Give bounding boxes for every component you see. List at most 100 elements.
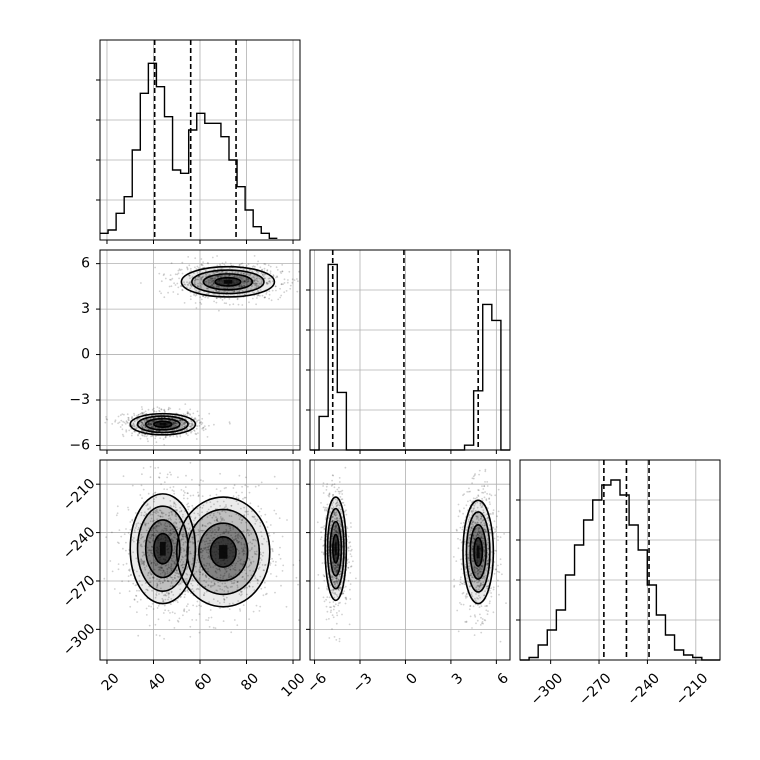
scatter-point xyxy=(202,539,204,542)
scatter-point xyxy=(145,529,148,532)
scatter-point xyxy=(164,525,167,528)
scatter-point xyxy=(145,427,148,430)
scatter-point xyxy=(167,566,170,569)
scatter-point xyxy=(279,296,282,299)
scatter-point xyxy=(121,413,124,415)
scatter-point xyxy=(171,532,174,534)
scatter-point xyxy=(148,422,151,424)
scatter-point xyxy=(119,426,122,428)
scatter-point xyxy=(254,552,256,555)
scatter-point xyxy=(265,282,268,284)
scatter-point xyxy=(251,290,254,293)
scatter-point xyxy=(169,504,172,507)
scatter-point xyxy=(169,529,172,532)
scatter-point xyxy=(187,434,189,437)
scatter-point xyxy=(238,264,241,267)
scatter-point xyxy=(158,593,160,595)
scatter-point xyxy=(238,474,241,477)
scatter-point xyxy=(159,582,162,585)
scatter-point xyxy=(261,280,263,283)
scatter-point xyxy=(186,281,188,284)
scatter-point xyxy=(225,524,228,527)
scatter-point xyxy=(140,543,143,546)
scatter-point xyxy=(198,484,201,487)
scatter-point xyxy=(158,290,161,293)
scatter-point xyxy=(187,532,190,534)
scatter-point xyxy=(347,579,350,582)
scatter-point xyxy=(194,283,197,286)
scatter-point xyxy=(127,532,130,534)
scatter-point xyxy=(157,466,160,469)
scatter-point xyxy=(185,567,188,570)
scatter-point xyxy=(179,419,181,422)
scatter-point xyxy=(237,600,240,602)
scatter-point xyxy=(217,275,220,278)
scatter-point xyxy=(171,611,174,614)
scatter-point xyxy=(185,433,188,435)
scatter-point xyxy=(178,521,181,524)
scatter-point xyxy=(161,515,164,518)
scatter-point xyxy=(492,526,495,529)
scatter-point xyxy=(160,483,163,485)
histogram-step-line xyxy=(520,479,721,661)
scatter-point xyxy=(239,272,242,275)
scatter-point xyxy=(154,511,156,514)
scatter-point xyxy=(146,423,149,426)
scatter-point xyxy=(170,569,173,572)
scatter-point xyxy=(317,574,320,576)
scatter-point xyxy=(259,295,261,297)
scatter-point xyxy=(216,271,218,274)
scatter-point xyxy=(184,414,187,416)
scatter-point xyxy=(269,562,272,565)
scatter-point xyxy=(338,486,340,489)
scatter-point xyxy=(257,505,260,508)
scatter-point xyxy=(169,571,172,574)
scatter-point xyxy=(241,280,244,282)
scatter-point xyxy=(350,565,353,568)
scatter-point xyxy=(256,278,258,280)
scatter-point xyxy=(242,498,244,500)
scatter-point xyxy=(243,496,246,499)
scatter-point xyxy=(182,614,184,617)
scatter-point xyxy=(288,270,291,273)
scatter-point xyxy=(328,618,330,620)
scatter-point xyxy=(199,548,202,551)
scatter-point xyxy=(183,281,185,284)
scatter-point xyxy=(207,287,210,290)
scatter-point xyxy=(212,271,215,274)
scatter-point xyxy=(276,275,278,278)
scatter-point xyxy=(199,566,202,569)
scatter-point xyxy=(176,619,179,622)
scatter-point xyxy=(131,432,134,435)
scatter-point xyxy=(154,435,157,438)
scatter-point xyxy=(166,525,169,528)
scatter-point xyxy=(140,558,143,560)
scatter-point xyxy=(135,525,138,527)
scatter-point xyxy=(241,564,244,567)
scatter-point xyxy=(201,495,204,498)
density-peak xyxy=(223,279,233,284)
scatter-point xyxy=(167,533,170,536)
scatter-point xyxy=(182,541,185,544)
scatter-point xyxy=(247,278,250,281)
scatter-point xyxy=(183,608,186,611)
scatter-point xyxy=(150,549,153,552)
scatter-point xyxy=(128,570,131,572)
scatter-point xyxy=(181,419,184,422)
scatter-point xyxy=(207,281,210,283)
scatter-point xyxy=(117,415,120,418)
scatter-point xyxy=(323,575,326,578)
scatter-point xyxy=(136,570,138,573)
scatter-point xyxy=(150,423,153,425)
scatter-point xyxy=(240,558,242,561)
scatter-point xyxy=(216,589,219,592)
scatter-point xyxy=(241,491,243,494)
scatter-point xyxy=(173,547,176,550)
scatter-point xyxy=(225,585,228,587)
scatter-point xyxy=(120,419,123,422)
scatter-point xyxy=(154,563,157,565)
scatter-point xyxy=(152,420,155,423)
scatter-point xyxy=(177,286,180,289)
scatter-point xyxy=(149,423,152,425)
scatter-point xyxy=(322,506,325,509)
